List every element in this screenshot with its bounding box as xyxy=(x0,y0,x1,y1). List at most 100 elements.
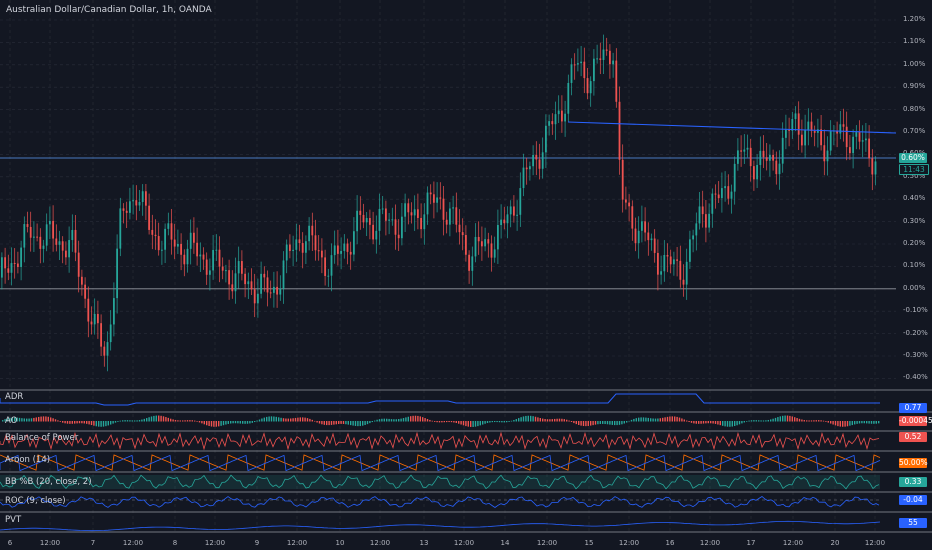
candle-body xyxy=(199,254,202,257)
candle-body xyxy=(458,224,461,233)
ao-bar xyxy=(78,421,81,424)
candle-body xyxy=(282,260,285,289)
time-tick-label: 12:00 xyxy=(699,539,721,547)
time-tick-label: 12:00 xyxy=(864,539,886,547)
ao-bar xyxy=(376,419,378,422)
ao-bar xyxy=(789,415,791,422)
candle-body xyxy=(455,207,458,225)
ao-bar xyxy=(54,419,57,422)
candle-body xyxy=(269,292,272,294)
indicator-label[interactable]: AO xyxy=(5,416,18,426)
candle-body xyxy=(522,167,525,189)
candle-body xyxy=(298,239,301,244)
indicator-label[interactable]: ROC (9, close) xyxy=(5,496,66,506)
candle-body xyxy=(679,260,682,280)
candle-body xyxy=(372,224,374,240)
ao-bar xyxy=(86,421,88,424)
candle-body xyxy=(106,342,109,356)
ao-bar xyxy=(203,421,205,425)
ao-bar xyxy=(743,421,745,423)
candle-body xyxy=(426,192,429,215)
ao-bar xyxy=(194,420,196,422)
pvt-line xyxy=(0,520,881,532)
candle-body xyxy=(535,154,538,160)
candle-body xyxy=(1,257,3,278)
candle-body xyxy=(541,152,544,169)
ao-bar xyxy=(189,420,191,422)
ao-bar xyxy=(234,421,237,424)
ao-bar xyxy=(400,418,402,422)
ao-bar xyxy=(273,416,275,422)
candle-body xyxy=(330,255,333,276)
candle-body xyxy=(391,219,394,221)
ao-bar xyxy=(875,421,877,424)
indicator-label[interactable]: Aroon (14) xyxy=(5,455,51,465)
candle-body xyxy=(532,154,534,167)
candle-body xyxy=(468,254,470,271)
ao-bar xyxy=(465,421,467,427)
indicator-label[interactable]: PVT xyxy=(5,515,22,525)
candle-body xyxy=(13,262,16,264)
ao-bar xyxy=(782,415,784,422)
ao-bar xyxy=(69,421,71,424)
candle-body xyxy=(167,223,170,229)
candle-body xyxy=(698,206,701,224)
ao-bar xyxy=(525,415,527,422)
candle-body xyxy=(263,273,266,278)
candle-body xyxy=(753,166,755,180)
price-tick-label: -0.30% xyxy=(903,351,928,359)
time-tick-label: 10 xyxy=(335,539,345,547)
indicator-value-badge: 0.77 xyxy=(899,403,927,413)
indicator-label[interactable]: ADR xyxy=(5,392,24,402)
ao-bar xyxy=(35,417,37,422)
ao-bar xyxy=(551,419,553,422)
candle-body xyxy=(289,244,291,251)
ao-bar xyxy=(405,417,407,422)
time-tick-label: 12:00 xyxy=(453,539,475,547)
ao-bar xyxy=(81,421,83,424)
ao-bar xyxy=(693,421,695,424)
candle-body xyxy=(509,206,512,215)
ao-bar xyxy=(554,418,556,422)
ao-bar xyxy=(141,419,143,422)
ao-bar xyxy=(59,421,61,422)
candle-body xyxy=(151,229,154,235)
candle-body xyxy=(497,225,499,250)
candle-body xyxy=(71,229,74,241)
ao-bar xyxy=(326,421,328,426)
candle-body xyxy=(87,298,90,322)
candle-body xyxy=(301,243,304,253)
ao-bar xyxy=(688,421,690,423)
ao-bar xyxy=(285,418,287,422)
aroon-down-line xyxy=(0,454,881,472)
candle-body xyxy=(465,235,467,255)
candle-body xyxy=(439,197,442,199)
ao-bar xyxy=(825,421,827,422)
ao-bar xyxy=(858,421,861,424)
symbol-title[interactable]: Australian Dollar/Canadian Dollar, 1h, O… xyxy=(6,5,212,15)
ao-bar xyxy=(374,420,376,422)
candle-body xyxy=(55,238,58,245)
indicator-label[interactable]: BB %B (20, close, 2) xyxy=(5,477,92,487)
candle-body xyxy=(356,210,358,232)
ao-bar xyxy=(38,416,40,422)
candle-body xyxy=(231,284,234,292)
indicator-value-badge: -0.04 xyxy=(899,495,927,505)
bb-band xyxy=(0,475,880,489)
candle-body xyxy=(845,126,848,148)
candle-body xyxy=(378,208,381,231)
candle-body xyxy=(148,205,150,230)
indicator-value-badge: 0.33 xyxy=(899,477,927,487)
ao-bar xyxy=(873,421,875,424)
candle-body xyxy=(733,163,736,192)
ao-bar xyxy=(616,421,618,426)
ao-bar xyxy=(316,421,318,423)
candle-body xyxy=(778,163,781,175)
ao-bar xyxy=(614,421,616,426)
ao-bar xyxy=(350,421,352,426)
time-tick-label: 17 xyxy=(746,539,756,547)
ao-bar xyxy=(585,421,587,427)
ao-bar xyxy=(124,420,126,422)
indicator-label[interactable]: Balance of Power xyxy=(5,433,79,443)
